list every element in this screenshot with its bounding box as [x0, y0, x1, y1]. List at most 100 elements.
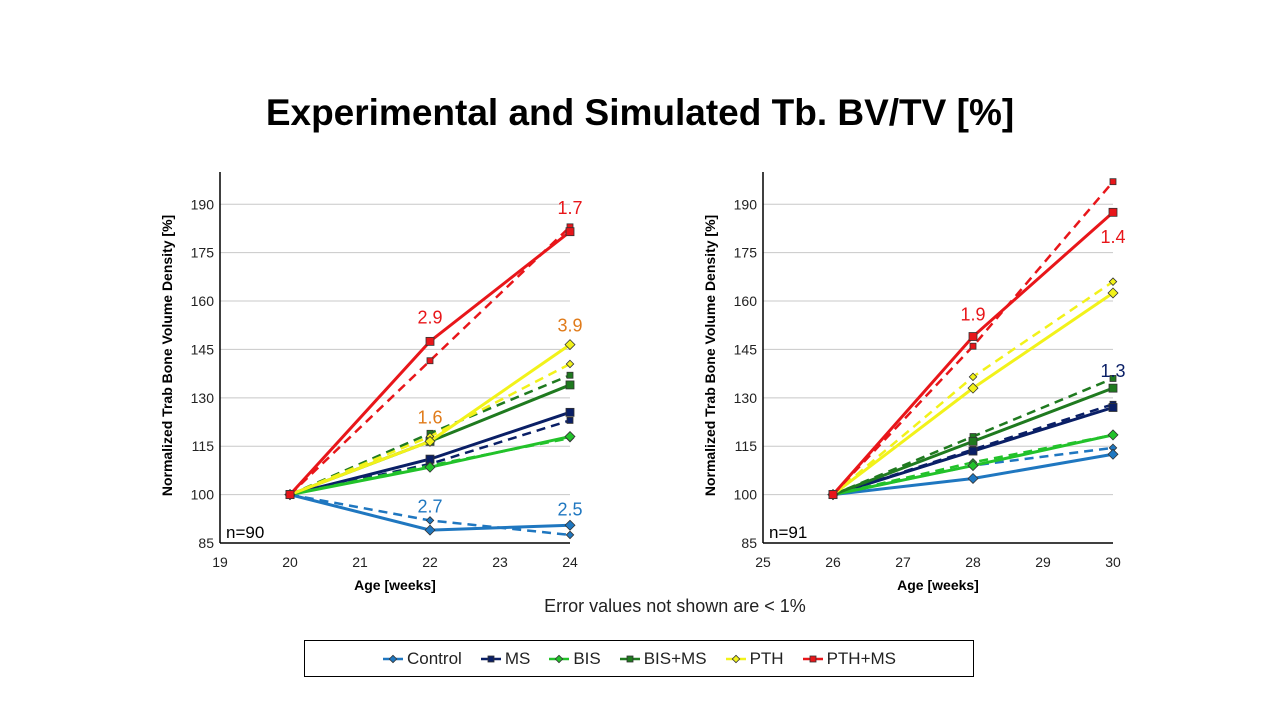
series-pth-simulated-point [968, 372, 978, 382]
x-tick-label: 29 [1035, 554, 1051, 570]
legend-item-pth-ms: PTH+MS [802, 649, 896, 669]
x-tick-label: 27 [895, 554, 911, 570]
legend-label: BIS [573, 648, 601, 668]
series-pth-ms-experimental-point [1108, 207, 1118, 217]
legend-marker-ms [487, 655, 495, 662]
x-tick-label: 21 [352, 554, 368, 570]
error-annotation: 2.5 [557, 500, 582, 520]
series-pth-simulated-point [1108, 277, 1118, 286]
series-bis-experimental-point [424, 461, 436, 473]
y-tick-label: 85 [741, 535, 757, 551]
error-annotation: 2.7 [417, 496, 442, 516]
sample-size-label: n=91 [769, 523, 807, 542]
y-tick-label: 85 [198, 535, 214, 551]
legend-swatch-bis-ms [619, 655, 640, 662]
series-pth-ms-experimental-point [425, 336, 435, 346]
series-pth-ms-experimental-point [565, 227, 575, 237]
chart-right: 85 100 115 130 145 160 175 190 25 26 27 28 29 30 Age [… [702, 172, 1126, 593]
y-tick-label: 130 [191, 390, 215, 406]
legend-item-ms: MS [480, 649, 530, 669]
legend-label: Control [407, 648, 462, 668]
series-control-simulated-point [425, 516, 435, 525]
chart-left: 85 100 115 130 145 160 175 190 19 20 21 22 23 24 Age [… [159, 172, 583, 593]
series-pth-ms-simulated-line [832, 180, 1114, 496]
y-tick-label: 145 [734, 341, 758, 357]
x-tick-label: 26 [825, 554, 841, 570]
x-tick-label: 20 [282, 554, 298, 570]
legend-marker-control [388, 654, 398, 663]
legend-swatch-pth-ms [802, 655, 823, 662]
x-tick-label: 25 [755, 554, 771, 570]
series-bis-ms-simulated-point [566, 371, 574, 379]
y-tick-label: 100 [734, 487, 758, 503]
error-note: Error values not shown are < 1% [544, 596, 806, 616]
legend-swatch-pth [725, 654, 746, 663]
series-ms-experimental-point [1108, 403, 1118, 412]
series-pth-experimental-point [1107, 287, 1119, 299]
x-tick-label: 24 [562, 554, 578, 570]
series-bis-ms-simulated-point [1109, 375, 1117, 382]
series-bis-experimental-point [1107, 429, 1119, 441]
legend-marker-pth [731, 654, 740, 663]
series-pth-experimental-point [424, 435, 436, 447]
series-pth-ms-experimental-point [968, 332, 978, 341]
y-tick-label: 190 [191, 196, 215, 212]
series-pth-simulated-point [565, 359, 575, 369]
error-annotation: 2.9 [417, 308, 442, 328]
series-bis-experimental-point [564, 431, 576, 443]
legend-item-bis: BIS [548, 648, 601, 669]
legend-item-bis-ms: BIS+MS [619, 649, 707, 669]
x-tick-label: 30 [1105, 554, 1121, 570]
legend-marker-pth-ms [809, 655, 816, 662]
sample-size-label: n=90 [226, 523, 264, 542]
x-tick-label: 28 [965, 554, 981, 570]
y-tick-label: 145 [191, 341, 215, 357]
y-tick-label: 160 [734, 293, 758, 309]
legend-item-control: Control [382, 649, 462, 669]
y-axis-label: Normalized Trab Bone Volume Density [%] [159, 215, 175, 496]
series-pth-ms-simulated-line [289, 225, 571, 496]
legend-item-pth: PTH [725, 649, 784, 669]
y-tick-label: 160 [191, 293, 215, 309]
error-annotation: 1.6 [417, 408, 442, 428]
series-pth-ms-simulated-point [969, 342, 977, 350]
x-tick-label: 19 [212, 554, 228, 570]
series-control-experimental-point [564, 519, 576, 531]
series-control-experimental-point [424, 524, 436, 536]
x-tick-label: 23 [492, 554, 508, 570]
page-title: Experimental and Simulated Tb. BV/TV [%] [265, 92, 1015, 133]
legend: Control MS BIS BIS+MS PTH PTH+MS [304, 640, 974, 677]
series-control-experimental-point [1107, 448, 1119, 460]
x-axis-label: Age [weeks] [354, 577, 436, 593]
y-tick-label: 190 [734, 196, 758, 212]
series-bis-ms-experimental-point [1108, 383, 1118, 393]
y-tick-label: 115 [735, 438, 758, 454]
series-ms-experimental-point [968, 446, 978, 456]
series-pth-ms-simulated-point [426, 357, 434, 365]
legend-swatch-bis [549, 654, 570, 663]
x-axis-label: Age [weeks] [897, 577, 979, 593]
legend-swatch-control [383, 654, 403, 663]
legend-marker-bis-ms [626, 655, 634, 662]
x-tick-label: 22 [422, 554, 438, 570]
series-bis-ms-experimental-point [968, 436, 978, 446]
series-bis-ms-experimental-point [565, 380, 575, 390]
error-annotation: 3.9 [557, 316, 582, 336]
y-tick-label: 175 [734, 245, 758, 261]
legend-label: BIS+MS [643, 648, 707, 668]
series-pth-experimental-point [564, 339, 576, 351]
error-annotation: 1.4 [1100, 227, 1125, 247]
series-ms-experimental-point [565, 407, 575, 417]
series-ms-simulated-point [566, 417, 574, 424]
legend-label: PTH+MS [826, 648, 896, 668]
series-pth-experimental-point [967, 382, 979, 394]
series-pth-ms-simulated-point [1109, 178, 1117, 186]
series-control-experimental-point [967, 472, 979, 485]
series-pth-ms-experimental-point [285, 490, 295, 500]
legend-marker-bis [555, 654, 564, 663]
series-pth-ms-experimental-point [828, 490, 838, 500]
y-tick-label: 115 [192, 438, 215, 454]
y-axis-label: Normalized Trab Bone Volume Density [%] [702, 215, 718, 496]
error-annotation: 1.7 [557, 198, 582, 218]
series-bis-experimental-point [967, 460, 979, 472]
